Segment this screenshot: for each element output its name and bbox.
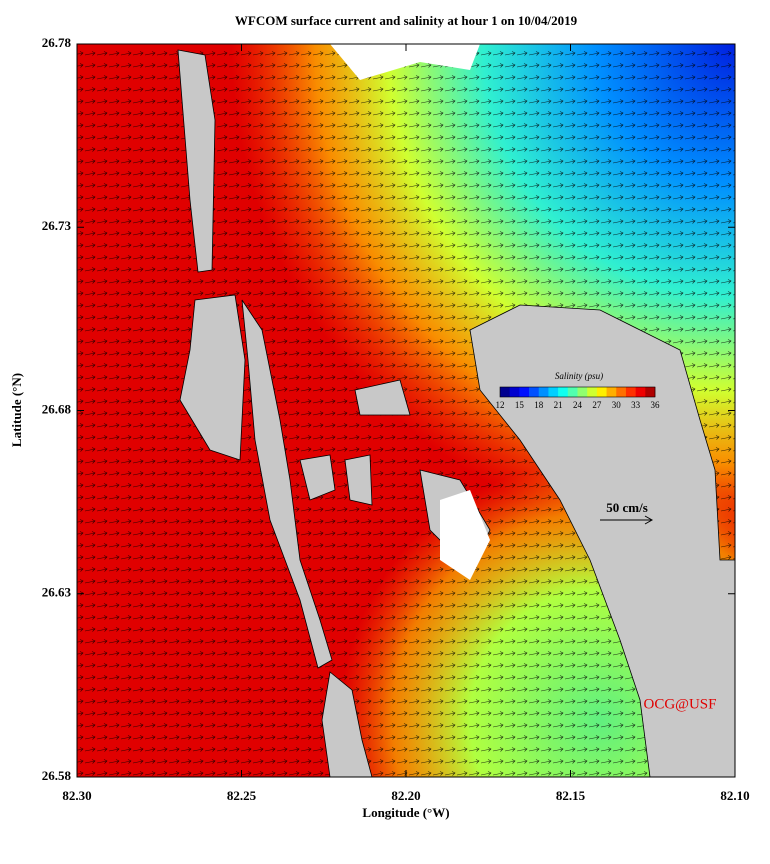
scale-label: 50 cm/s: [606, 500, 648, 515]
colorbar-tick-label: 27: [592, 400, 602, 410]
colorbar-swatch: [625, 387, 636, 397]
colorbar-swatch: [509, 387, 520, 397]
colorbar-swatch: [577, 387, 588, 397]
y-tick-label: 26.73: [42, 218, 72, 233]
colorbar-tick-label: 12: [496, 400, 505, 410]
colorbar-swatch: [596, 387, 607, 397]
y-axis-label: Latitude (°N): [9, 373, 24, 447]
scale-arrow-head: [644, 515, 654, 525]
x-tick-label: 82.30: [62, 788, 91, 803]
x-tick-label: 82.20: [391, 788, 420, 803]
colorbar-swatch: [500, 387, 510, 397]
colorbar-swatch: [645, 387, 656, 397]
colorbar-tick-label: 21: [554, 400, 563, 410]
x-tick-label: 82.25: [227, 788, 257, 803]
colorbar-tick-label: 15: [515, 400, 525, 410]
colorbar-swatch: [635, 387, 646, 397]
colorbar-tick-label: 33: [631, 400, 641, 410]
no-data: [440, 490, 490, 580]
x-tick-label: 82.15: [556, 788, 586, 803]
colorbar-swatch: [519, 387, 530, 397]
y-tick-label: 26.58: [42, 768, 72, 783]
colorbar-swatch: [606, 387, 617, 397]
colorbar-swatch: [529, 387, 540, 397]
no-data: [330, 44, 480, 80]
colorbar-swatch: [567, 387, 578, 397]
colorbar-frame: [499, 386, 656, 398]
colorbar-swatch: [538, 387, 549, 397]
y-tick-label: 26.63: [42, 585, 72, 600]
salinity-field: [77, 44, 735, 777]
colorbar-swatch: [616, 387, 627, 397]
colorbar-label: Salinity (psu): [555, 371, 603, 381]
colorbar-tick-label: 30: [612, 400, 622, 410]
y-tick-label: 26.68: [42, 401, 72, 416]
colorbar-swatch: [558, 387, 569, 397]
colorbar-tick-label: 24: [573, 400, 583, 410]
credit: OCG@USF: [643, 696, 716, 712]
chart-title: WFCOM surface current and salinity at ho…: [235, 13, 578, 28]
colorbar-tick-label: 36: [651, 400, 661, 410]
x-axis-label: Longitude (°W): [362, 805, 449, 820]
colorbar-swatch: [548, 387, 559, 397]
y-tick-label: 26.78: [42, 35, 72, 50]
colorbar-swatch: [587, 387, 598, 397]
colorbar-tick-label: 18: [534, 400, 544, 410]
x-tick-label: 82.10: [720, 788, 749, 803]
